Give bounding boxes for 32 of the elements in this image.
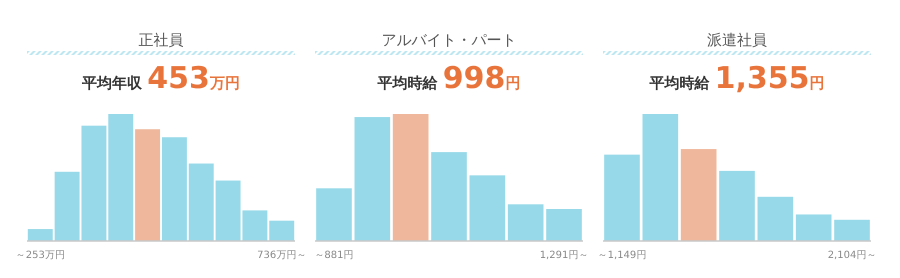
bar bbox=[392, 114, 428, 241]
bar bbox=[431, 152, 467, 241]
bar bbox=[81, 126, 106, 241]
bar bbox=[470, 175, 506, 241]
chart-subtitle: 平均時給 1,355円 bbox=[648, 61, 825, 96]
bar bbox=[604, 154, 640, 241]
x-tick-label: 2,104円～ bbox=[828, 250, 876, 261]
bar bbox=[758, 196, 794, 241]
chart-subtitle: 平均年収 453万円 bbox=[81, 61, 240, 96]
bar bbox=[188, 164, 214, 241]
bar bbox=[796, 214, 832, 241]
x-tick-label: ～881円 bbox=[314, 250, 354, 261]
chart-title: 正社員 bbox=[138, 31, 184, 49]
x-tick-label: ～1,149円 bbox=[598, 250, 646, 261]
x-tick-label: 1,291円～ bbox=[540, 250, 588, 261]
bar bbox=[216, 180, 241, 241]
bar bbox=[680, 149, 716, 241]
bar bbox=[642, 114, 678, 241]
chart-title: アルバイト・パート bbox=[382, 31, 516, 49]
bar bbox=[719, 170, 755, 241]
x-tick-label: ～253万円 bbox=[16, 250, 65, 261]
bar bbox=[354, 117, 390, 241]
chart-subtitle: 平均時給 998円 bbox=[376, 61, 520, 96]
bar bbox=[108, 114, 134, 241]
bar bbox=[546, 208, 582, 241]
bar bbox=[834, 220, 870, 241]
bar bbox=[316, 188, 352, 241]
x-tick-label: 736万円～ bbox=[257, 250, 306, 261]
bar bbox=[135, 129, 160, 241]
bar bbox=[508, 204, 544, 241]
bar bbox=[162, 137, 187, 241]
chart-title: 派遣社員 bbox=[707, 31, 767, 49]
